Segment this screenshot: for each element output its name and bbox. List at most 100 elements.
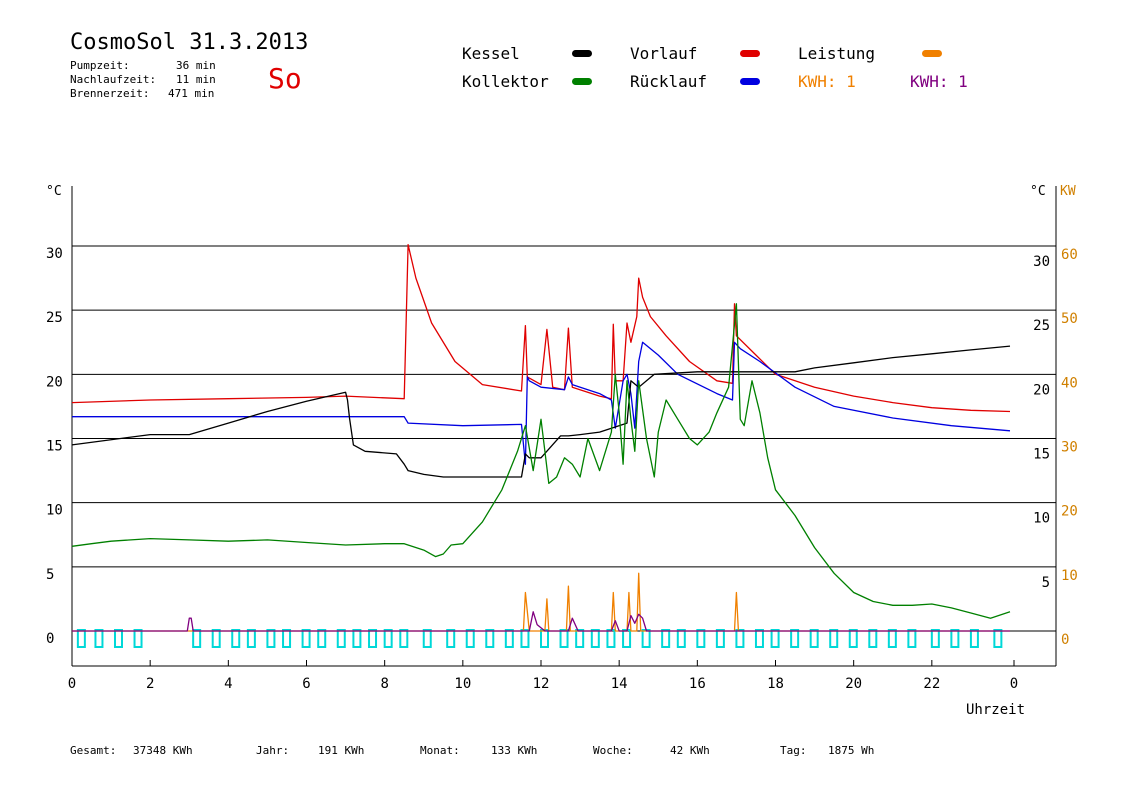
x-tick-label: 20 [845,676,862,692]
status-bar [94,629,104,648]
status-bar [301,629,311,648]
status-bar [266,629,276,648]
status-bar [317,629,327,648]
footer-value: 133 KWh [491,744,538,757]
y-axis-unit-right: °C [1030,184,1046,199]
x-tick-label: 0 [1010,676,1018,692]
status-bar [352,629,362,648]
footer-label: Monat: [420,744,460,757]
status-bar [868,629,878,648]
x-tick-label: 4 [224,676,232,692]
y-tick-label-left: 0 [46,631,54,647]
footer-value: 42 KWh [670,744,710,757]
status-bar [696,629,706,648]
kwh-label-2: KWH: 1 [910,72,968,91]
status-bar [399,629,409,648]
series-line-kollektor [71,303,1011,619]
footer-label: Gesamt: [70,744,117,757]
y-tick-label-right: 25 [1033,318,1050,334]
y-tick-label-left: 15 [46,439,63,455]
stat-label: Nachlaufzeit: [70,73,157,86]
status-bar [735,629,745,648]
status-bar [950,629,960,648]
footer-label: Tag: [780,744,807,757]
y-tick-label-left: 30 [46,246,63,262]
series-line-rcklauf [72,341,1011,465]
status-bar [641,629,651,648]
y-tick-label-right: 5 [1042,575,1050,591]
series-line-leistung [72,572,1010,632]
legend-label-kollektor: Kollektor [462,72,549,91]
status-bar [790,629,800,648]
chart-title: CosmoSol 31.3.2013 [70,30,309,55]
x-tick-label: 8 [380,676,388,692]
status-bar [809,629,819,648]
status-bar [465,629,475,648]
status-bar [192,629,202,648]
y-tick-label-kw: 60 [1061,247,1078,263]
y-axis-unit-kw: KW [1060,184,1076,199]
y-axis-unit-left: °C [46,184,62,199]
x-tick-label: 16 [689,676,706,692]
footer-value: 191 KWh [318,744,365,757]
status-bar [368,629,378,648]
x-tick-label: 12 [533,676,550,692]
x-tick-label: 0 [68,676,76,692]
x-tick-label: 10 [454,676,471,692]
legend-swatch-kollektor [572,78,592,85]
status-bar [282,629,292,648]
y-tick-label-kw: 40 [1061,375,1078,391]
status-bar [246,629,256,648]
legend-label-ruecklauf: Rücklauf [630,72,708,91]
status-bar [848,629,858,648]
status-bar [887,629,897,648]
x-tick-label: 2 [146,676,154,692]
legend-swatch-vorlauf [740,50,760,57]
footer-value: 37348 KWh [133,744,193,757]
status-bar [590,629,600,648]
status-bar [383,629,393,648]
kwh-label-1: KWH: 1 [798,72,856,91]
x-tick-label: 18 [767,676,784,692]
status-bar [485,629,495,648]
series-line-pumpe [72,611,1010,632]
y-tick-label-kw: 10 [1061,568,1078,584]
footer-label: Jahr: [256,744,290,757]
status-bar [770,629,780,648]
status-bar [336,629,346,648]
y-tick-label-right: 10 [1033,511,1050,527]
stat-label: Brennerzeit: [70,87,150,100]
status-bar [622,629,632,648]
legend-swatch-leistung [922,50,942,57]
status-bar [754,629,764,648]
status-bar [606,629,616,648]
x-tick-label: 14 [611,676,628,692]
stat-label: Pumpzeit: [70,59,130,72]
status-bar [422,629,432,648]
x-axis-label: Uhrzeit [966,702,1025,718]
status-bar [446,629,456,648]
status-bar [559,629,569,648]
stat-value: 11 min [176,73,216,86]
x-tick-label: 6 [302,676,310,692]
stat-value: 471 min [168,87,215,100]
legend-label-vorlauf: Vorlauf [630,44,698,63]
status-bar [504,629,514,648]
legend-label-leistung: Leistung [798,44,876,63]
y-tick-label-kw: 30 [1061,440,1078,456]
y-tick-label-kw: 20 [1061,504,1078,520]
y-tick-label-right: 30 [1033,254,1050,270]
footer-label: Woche: [593,744,633,757]
status-bar [993,629,1003,648]
y-tick-label-right: 15 [1033,447,1050,463]
y-tick-label-left: 10 [46,503,63,519]
status-bar [676,629,686,648]
status-bar [540,629,549,648]
x-tick-label: 22 [923,676,940,692]
y-tick-label-left: 20 [46,374,63,390]
legend-label-kessel: Kessel [462,44,520,63]
status-bar [211,629,221,648]
status-bar [113,629,123,648]
footer-value: 1875 Wh [828,744,875,757]
